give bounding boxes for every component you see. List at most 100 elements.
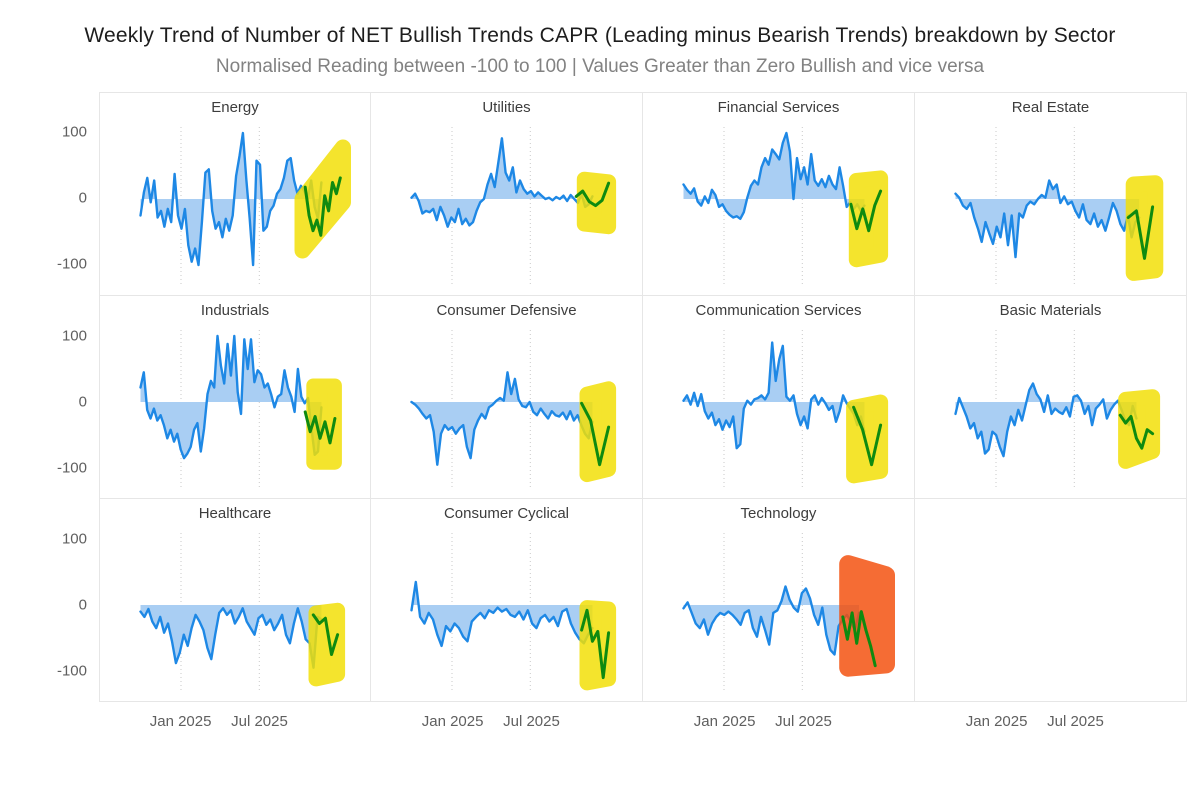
facet-financial-services: Financial Services (643, 92, 915, 296)
area-fill (140, 336, 322, 459)
area-fill (683, 133, 865, 219)
facet-healthcare: Healthcare (99, 499, 371, 702)
facet-empty (915, 499, 1187, 702)
recent-trend-line (303, 410, 337, 445)
facet-basic-materials: Basic Materials (915, 296, 1187, 499)
highlight-blob (294, 139, 351, 259)
facet-technology: Technology (643, 499, 915, 702)
x-tick-label: Jan 2025 (149, 713, 212, 730)
facet-chart-svg (682, 127, 889, 287)
x-tick-label: Jan 2025 (965, 713, 1028, 730)
facet-chart-svg (954, 330, 1161, 490)
x-axis-labels: Jan 2025 Jul 2025 (99, 702, 371, 738)
facet-chart-svg (954, 127, 1164, 287)
recent-trend-line (1118, 413, 1155, 450)
highlight-blob (848, 170, 889, 268)
facet-title: Industrials (200, 302, 270, 319)
facet-chart-svg (682, 330, 889, 490)
area-fill (955, 180, 1140, 258)
x-tick-label: Jan 2025 (693, 713, 756, 730)
facet-title: Healthcare (198, 505, 272, 522)
x-tick-label: Jan 2025 (421, 713, 484, 730)
chart-subtitle: Normalised Reading between -100 to 100 |… (215, 56, 985, 77)
facet-real-estate: Real Estate (915, 92, 1187, 296)
series-line (682, 585, 861, 656)
area-fill (411, 581, 593, 646)
facet-title: Consumer Cyclical (443, 505, 570, 522)
x-axis-labels: Jan 2025 Jul 2025 (915, 702, 1187, 738)
facet-chart-svg (410, 330, 617, 490)
facet-utilities: Utilities (371, 92, 643, 296)
facet-title: Consumer Defensive (436, 302, 577, 319)
y-tick-label: 0 (78, 596, 87, 614)
facet-chart-svg (139, 127, 351, 287)
chart-title: Weekly Trend of Number of NET Bullish Tr… (84, 24, 1116, 47)
recent-trend-line (1126, 205, 1155, 260)
facet-chart-svg (410, 533, 617, 693)
area-fill (955, 383, 1137, 457)
facet-chart-svg (139, 533, 346, 693)
x-axis-labels: Jan 2025 Jul 2025 (643, 702, 915, 738)
highlight-blob (579, 600, 617, 691)
y-axis-gutter: 100 0 -100 (13, 499, 99, 702)
highlight-blob (308, 602, 346, 687)
facet-title: Real Estate (1011, 99, 1090, 116)
small-multiples-grid: 100 0 -100 Energy Utilities Financial Service… (13, 92, 1200, 738)
facet-communication-services: Communication Services (643, 296, 915, 499)
area-fill (140, 133, 322, 265)
facet-consumer-cyclical: Consumer Cyclical (371, 499, 643, 702)
series-line (954, 382, 1138, 458)
recent-trend-line (849, 189, 883, 233)
facet-chart-svg (139, 330, 342, 490)
facet-industrials: Industrials (99, 296, 371, 499)
facet-energy: Energy (99, 92, 371, 296)
y-axis-gutter: 100 0 -100 (13, 296, 99, 499)
y-tick-label: -100 (56, 662, 87, 680)
facet-consumer-defensive: Consumer Defensive (371, 296, 643, 499)
series-line (954, 179, 1141, 259)
facet-title: Communication Services (695, 302, 862, 319)
y-tick-label: -100 (56, 459, 87, 477)
recent-trend-line (852, 405, 883, 467)
series-line (682, 341, 866, 450)
highlight-blob (1118, 389, 1161, 469)
area-fill (411, 138, 593, 227)
series-line (139, 131, 323, 267)
y-tick-label: 100 (61, 327, 87, 345)
x-axis-labels: Jan 2025 Jul 2025 (371, 702, 643, 738)
chart-header: Weekly Trend of Number of NET Bullish Tr… (0, 0, 1200, 78)
series-line (139, 334, 323, 460)
series-line (682, 131, 866, 220)
x-axis-gutter (13, 702, 99, 738)
area-fill (411, 372, 593, 465)
facet-title: Utilities (482, 99, 531, 116)
recent-trend-line (580, 401, 611, 467)
recent-trend-line (841, 610, 877, 668)
y-tick-label: 100 (61, 123, 87, 141)
y-tick-label: 100 (61, 530, 87, 548)
series-line (410, 137, 594, 228)
facet-chart-svg (410, 127, 617, 287)
x-tick-label: Jul 2025 (231, 713, 288, 730)
area-fill (140, 605, 322, 668)
recent-trend-line (580, 608, 611, 680)
area-fill (683, 342, 865, 449)
series-line (410, 371, 594, 466)
y-tick-label: 0 (78, 189, 87, 207)
recent-trend-line (303, 176, 342, 237)
y-tick-label: -100 (56, 255, 87, 273)
series-line (139, 607, 323, 669)
facet-title: Technology (740, 505, 817, 522)
x-tick-label: Jul 2025 (503, 713, 560, 730)
x-tick-label: Jul 2025 (1047, 713, 1104, 730)
y-axis-gutter: 100 0 -100 (13, 92, 99, 296)
x-tick-label: Jul 2025 (775, 713, 832, 730)
highlight-blob (1125, 175, 1164, 281)
highlight-blob (576, 171, 617, 235)
facet-chart-svg (682, 533, 895, 693)
facet-title: Energy (211, 99, 259, 116)
facet-title: Basic Materials (999, 302, 1102, 319)
recent-trend-line (574, 181, 611, 208)
series-line (410, 580, 594, 648)
